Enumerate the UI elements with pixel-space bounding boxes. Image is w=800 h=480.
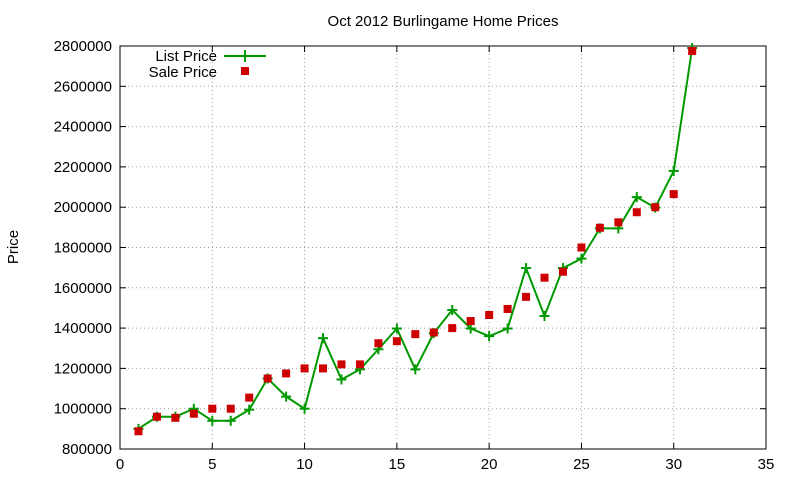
sale-price-point: [226, 404, 235, 413]
sale-price-point: [189, 409, 198, 418]
list-price-point: [225, 415, 236, 426]
sale-price-point: [448, 324, 457, 333]
list-price-point: [318, 333, 329, 344]
list-price-point: [539, 311, 550, 322]
list-price-point: [484, 331, 495, 342]
list-price-point: [336, 374, 347, 385]
sale-price-point: [669, 190, 678, 199]
sale-price-point: [134, 427, 143, 436]
sale-price-point: [319, 364, 328, 373]
list-price-point: [244, 404, 255, 415]
sale-price-point: [429, 328, 438, 337]
chart-title: Oct 2012 Burlingame Home Prices: [328, 13, 559, 30]
sale-price-point: [485, 311, 494, 320]
x-tick-label: 30: [665, 456, 682, 473]
x-tick-label: 0: [116, 456, 124, 473]
list-price-point: [281, 391, 292, 402]
y-tick-label: 800000: [62, 441, 112, 458]
list-price-point: [668, 165, 679, 176]
y-tick-label: 2000000: [54, 199, 112, 216]
sale-price-point: [632, 208, 641, 217]
sale-price-point: [300, 364, 309, 373]
list-price-point: [631, 192, 642, 203]
legend: List Price Sale Price: [149, 48, 266, 81]
list-price-point: [465, 323, 476, 334]
legend-marker-sale-price: [241, 67, 249, 75]
sale-price-point: [282, 369, 291, 378]
sale-price-point: [374, 339, 383, 348]
sale-price-point: [152, 412, 161, 421]
sale-price-point: [411, 330, 420, 339]
sale-price-point: [355, 360, 364, 369]
grid-lines: [120, 46, 766, 449]
list-price-point: [521, 263, 532, 274]
sale-price-point: [208, 404, 217, 413]
sale-price-point: [245, 393, 254, 402]
x-tick-label: 5: [208, 456, 216, 473]
sale-price-point: [651, 203, 660, 212]
list-price-point: [391, 323, 402, 334]
sale-price-point: [263, 374, 272, 383]
legend-label-list-price: List Price: [155, 48, 217, 65]
x-tick-label: 35: [758, 456, 775, 473]
x-tick-label: 15: [389, 456, 406, 473]
sale-price-point: [688, 47, 697, 56]
list-price-point: [207, 415, 218, 426]
y-tick-label: 1000000: [54, 401, 112, 418]
y-tick-label: 1800000: [54, 240, 112, 257]
list-price-point: [299, 403, 310, 414]
y-tick-label: 2400000: [54, 119, 112, 136]
sale-price-point: [503, 304, 512, 313]
y-tick-label: 1200000: [54, 360, 112, 377]
sale-price-point: [337, 360, 346, 369]
sale-price-point: [614, 218, 623, 227]
y-tick-label: 2800000: [54, 38, 112, 55]
list-price-point: [576, 253, 587, 264]
y-tick-label: 2200000: [54, 159, 112, 176]
sale-price-point: [595, 223, 604, 232]
y-tick-label: 2600000: [54, 78, 112, 95]
tick-labels: 0 5 10 15 20 25 30 35 800000 1000000 1200000 140000…: [54, 38, 775, 473]
x-tick-label: 10: [296, 456, 313, 473]
sale-price-point: [540, 273, 549, 282]
legend-label-sale-price: Sale Price: [149, 64, 217, 81]
x-tick-label: 25: [573, 456, 590, 473]
legend-marker-list-price: [239, 50, 251, 62]
sale-price-point: [171, 413, 180, 422]
list-price-point: [447, 304, 458, 315]
y-tick-label: 1600000: [54, 280, 112, 297]
list-price-point: [410, 364, 421, 375]
y-axis-title: Price: [5, 230, 22, 264]
sale-price-point: [577, 243, 586, 252]
list-price-point: [502, 323, 513, 334]
x-tick-label: 20: [481, 456, 498, 473]
sale-price-point: [466, 317, 475, 326]
data-series: [133, 43, 698, 436]
sale-price-point: [558, 267, 567, 276]
sale-price-point: [522, 292, 531, 301]
axis-ticks: [119, 45, 767, 450]
sale-price-point: [392, 337, 401, 346]
y-tick-label: 1400000: [54, 320, 112, 337]
